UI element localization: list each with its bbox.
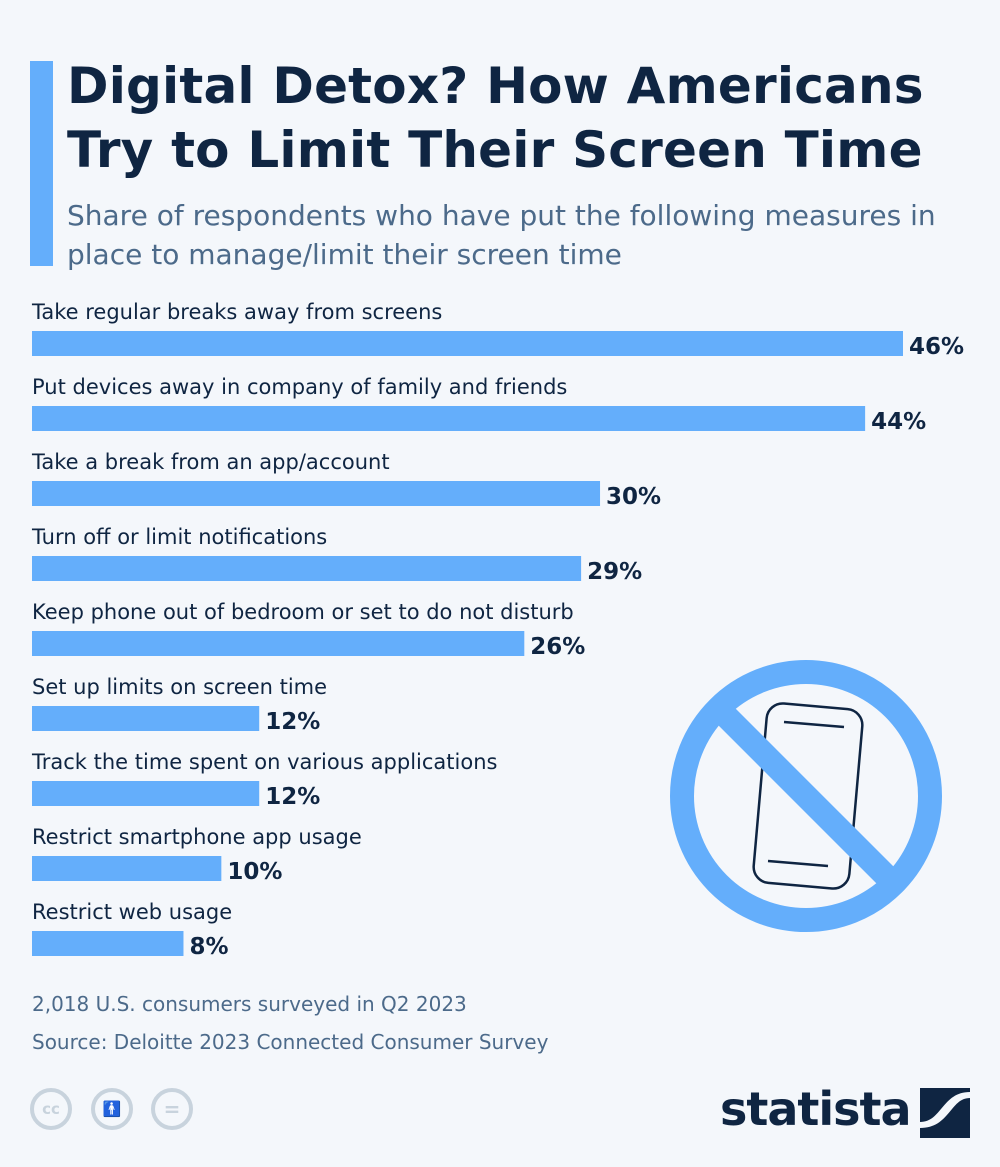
bar [32, 781, 260, 806]
statista-logo-mark [920, 1088, 970, 1138]
value-label: 44% [871, 409, 926, 435]
value-label: 26% [530, 634, 585, 660]
bar [32, 481, 601, 506]
value-label: 46% [909, 334, 964, 360]
category-label: Take regular breaks away from screens [31, 300, 442, 324]
value-label: 29% [587, 559, 642, 585]
value-label: 30% [606, 484, 661, 510]
bar-chart: Take regular breaks away from screens 46%… [31, 300, 964, 960]
category-label: Restrict web usage [32, 900, 232, 924]
value-label: 10% [227, 859, 282, 885]
category-label: Put devices away in company of family an… [32, 375, 567, 399]
bar [32, 856, 222, 881]
no-phone-icon [670, 660, 942, 932]
category-label: Set up limits on screen time [32, 675, 327, 699]
no-derivatives-icon[interactable]: = [151, 1088, 193, 1130]
title-accent-bar [30, 61, 53, 266]
category-label: Turn off or limit notifications [31, 525, 327, 549]
bar [32, 931, 184, 956]
bar [32, 556, 582, 581]
source-note: Source: Deloitte 2023 Connected Consumer… [32, 1030, 549, 1054]
cc-icon[interactable]: cc [30, 1088, 72, 1130]
bar [32, 706, 260, 731]
survey-note: 2,018 U.S. consumers surveyed in Q2 2023 [32, 992, 467, 1016]
statista-logo[interactable]: statista [720, 1082, 912, 1136]
bar [32, 331, 903, 356]
category-label: Restrict smartphone app usage [32, 825, 362, 849]
page-title: Digital Detox? How Americans Try to Limi… [67, 57, 924, 179]
category-label: Track the time spent on various applicat… [31, 750, 497, 774]
chart-subtitle: Share of respondents who have put the fo… [67, 199, 936, 271]
bar [32, 631, 525, 656]
attribution-icon[interactable]: 🚹 [91, 1088, 133, 1130]
category-label: Keep phone out of bedroom or set to do n… [32, 600, 574, 624]
value-label: 12% [265, 784, 320, 810]
value-label: 8% [189, 934, 228, 960]
bar [32, 406, 866, 431]
category-label: Take a break from an app/account [31, 450, 390, 474]
value-label: 12% [265, 709, 320, 735]
